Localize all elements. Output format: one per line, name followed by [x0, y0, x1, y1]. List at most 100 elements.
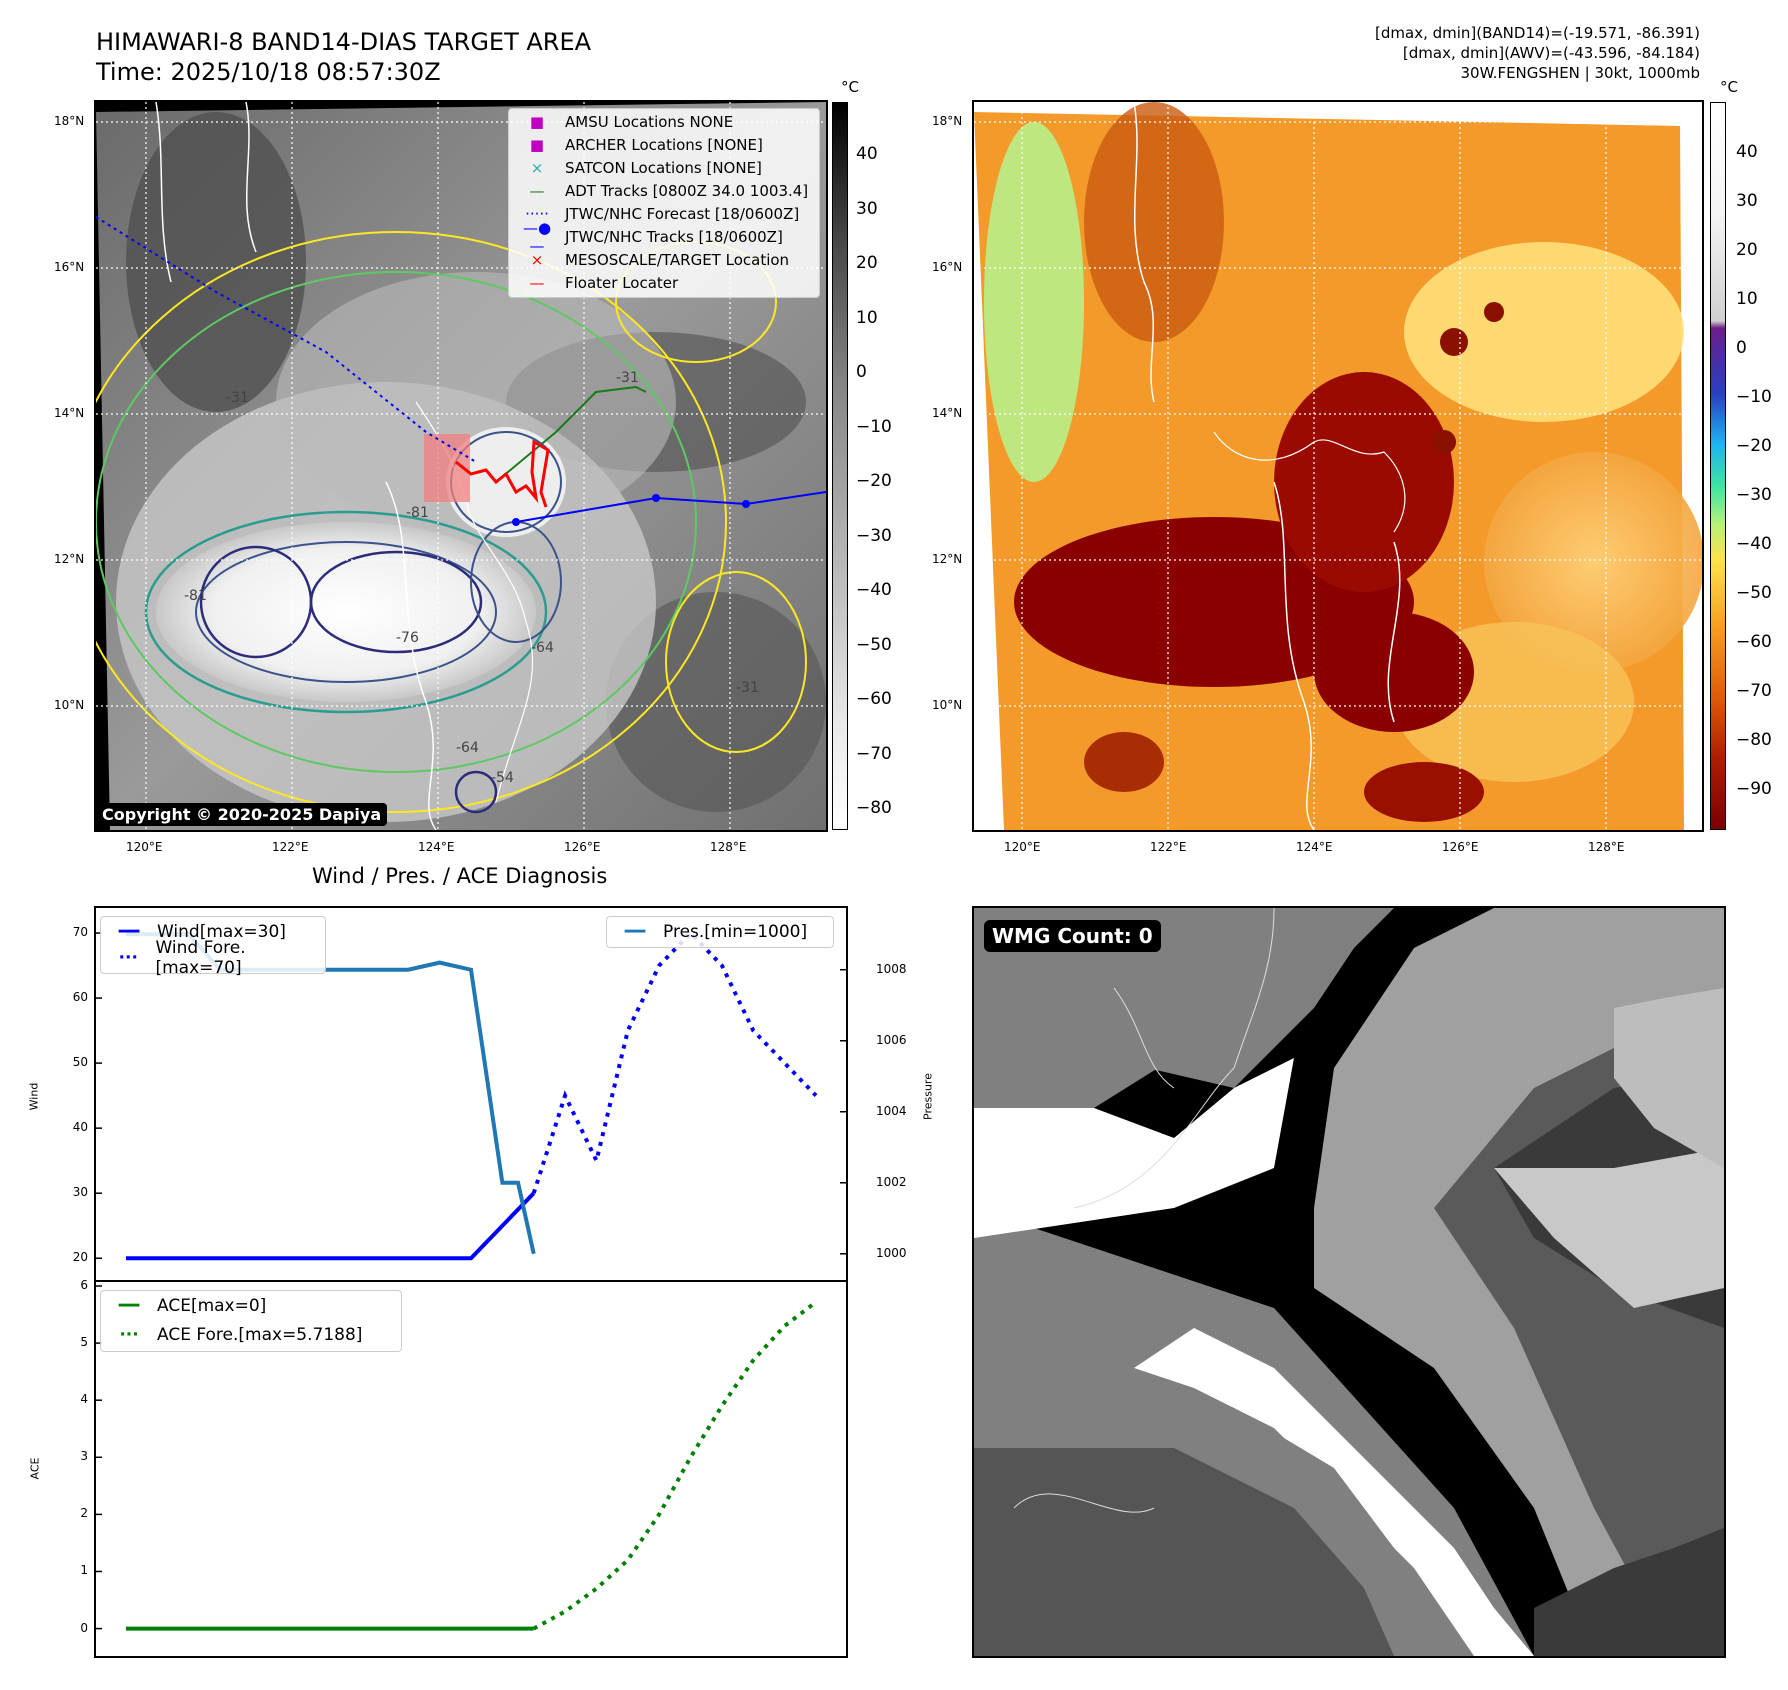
track-line-icon: —●—	[522, 219, 552, 255]
axis-tick-label: 1	[80, 1563, 88, 1578]
ir-color-map[interactable]	[972, 100, 1704, 832]
amsu-marker-icon: ■	[529, 113, 545, 131]
colorbar-tick-label: −20	[856, 471, 892, 491]
lon-label: 122°E	[272, 840, 309, 854]
colorbar-tick-label: −30	[1736, 485, 1772, 505]
pressure-axis-label: Pressure	[921, 1073, 935, 1120]
adt-line-icon: —	[529, 182, 545, 200]
legend-item: ····· JTWC/NHC Forecast [18/0600Z]	[517, 203, 799, 225]
lon-label: 124°E	[418, 840, 455, 854]
lat-label: 12°N	[54, 552, 85, 566]
legend-item: × SATCON Locations [NONE]	[517, 157, 762, 179]
figure-title-line2: Time: 2025/10/18 08:57:30Z	[96, 58, 441, 86]
lon-label: 122°E	[1150, 840, 1187, 854]
floater-line-icon: —	[529, 274, 545, 292]
colorbar-tick-label: −90	[1736, 779, 1772, 799]
colorbar-tick-label: 30	[856, 198, 878, 219]
archer-marker-icon: ■	[529, 136, 545, 154]
colorbar-tick-label: −80	[1736, 730, 1772, 750]
colorbar-tick-label: −40	[856, 580, 892, 600]
axis-tick-label: 5	[80, 1335, 88, 1350]
ir-gray-map[interactable]: -81 -81 -76 -64 -54 -31 -31 -31 -64 ■ AMS…	[94, 100, 828, 832]
colorbar-tick-label: −60	[1736, 632, 1772, 652]
colorbar-gray	[832, 102, 848, 830]
ace-solid-line-icon: ━━	[118, 1296, 140, 1316]
axis-tick-label: 1006	[876, 1032, 907, 1047]
colorbar-gray-unit: °C	[841, 78, 859, 96]
contour-label: -81	[406, 505, 429, 521]
legend-item: × MESOSCALE/TARGET Location	[517, 249, 789, 271]
wind-pressure-panel[interactable]: ━━ Wind[max=30] ··· Wind Fore.[max=70] ━━ P…	[94, 906, 848, 1282]
colorbar-tick-label: 30	[1736, 191, 1758, 211]
axis-tick-label: 20	[72, 1250, 88, 1265]
info-line2: [dmax, dmin](AWV)=(-43.596, -84.184)	[1402, 44, 1700, 62]
lon-label: 126°E	[1442, 840, 1479, 854]
axis-tick-label: 4	[80, 1392, 88, 1407]
wind-solid-line-icon: ━━	[118, 922, 140, 942]
map-legend: ■ AMSU Locations NONE ■ ARCHER Locations […	[508, 108, 820, 298]
contour-label: -31	[616, 370, 639, 386]
axis-tick-label: 40	[72, 1120, 88, 1135]
legend-item: ━━ ACE[max=0]	[109, 1295, 267, 1317]
contour-label: -64	[531, 640, 554, 656]
axis-tick-label: 1000	[876, 1245, 907, 1260]
lat-label: 18°N	[932, 114, 963, 128]
axis-tick-label: 1004	[876, 1103, 907, 1118]
axis-tick-label: 30	[72, 1185, 88, 1200]
lat-label: 14°N	[932, 406, 963, 420]
ace-plot	[96, 1285, 818, 1631]
wind-axis-label: Wind	[27, 1082, 41, 1111]
colorbar-tick-label: −60	[856, 689, 892, 709]
ace-axis-label: ACE	[28, 1457, 42, 1480]
wind-legend: ━━ Wind[max=30] ··· Wind Fore.[max=70]	[100, 916, 326, 978]
wind-dotted-line-icon: ···	[118, 948, 138, 968]
ace-panel[interactable]: ━━ ACE[max=0] ··· ACE Fore.[max=5.7188]	[94, 1280, 848, 1658]
legend-item: ■ AMSU Locations NONE	[517, 111, 733, 133]
pressure-legend: ━━ Pres.[min=1000]	[606, 916, 834, 948]
contour-label: -76	[396, 630, 419, 646]
lat-label: 16°N	[932, 260, 963, 274]
colorbar-tick-label: −70	[856, 743, 892, 764]
colorbar-color	[1710, 102, 1726, 830]
forecast-dotted-icon: ·····	[525, 205, 549, 223]
lon-label: 124°E	[1296, 840, 1333, 854]
figure-title-line1: HIMAWARI-8 BAND14-DIAS TARGET AREA	[96, 28, 592, 56]
axis-tick-label: 1002	[876, 1174, 907, 1189]
wmg-panel[interactable]: WMG Count: 0	[972, 906, 1726, 1658]
target-cross-icon: ×	[530, 251, 544, 269]
ace-dotted-line-icon: ···	[119, 1325, 139, 1345]
colorbar-tick-label: −80	[856, 798, 892, 818]
colorbar-tick-label: 10	[856, 307, 878, 328]
satcon-marker-icon: ×	[530, 159, 544, 177]
colorbar-tick-label: −10	[1736, 387, 1772, 407]
diagnosis-title: Wind / Pres. / ACE Diagnosis	[312, 864, 608, 888]
pressure-series-line	[126, 932, 536, 1255]
contour-label: -31	[736, 680, 759, 696]
wmg-image	[974, 908, 1724, 1656]
contour-label: -54	[491, 770, 514, 786]
colorbar-tick-label: 40	[856, 144, 878, 164]
wmg-count-badge: WMG Count: 0	[984, 920, 1161, 952]
lat-label: 18°N	[54, 114, 85, 128]
axis-tick-label: 60	[72, 990, 88, 1005]
lat-label: 12°N	[932, 552, 963, 566]
pressure-line-icon: ━━	[624, 922, 646, 942]
colorbar-tick-label: −10	[856, 416, 892, 437]
colorbar-tick-label: 0	[1736, 338, 1747, 358]
axis-tick-label: 0	[80, 1620, 88, 1635]
axis-tick-label: 1008	[876, 961, 907, 976]
axis-tick-label: 6	[80, 1278, 88, 1292]
colorbar-tick-label: 10	[1736, 289, 1758, 309]
legend-item: — Floater Locater	[517, 272, 679, 294]
axis-tick-label: 70	[72, 925, 88, 939]
colorbar-tick-label: 20	[1736, 240, 1758, 260]
lon-label: 120°E	[126, 840, 163, 854]
contour-label: -81	[184, 588, 207, 604]
colorbar-tick-label: −40	[1736, 534, 1772, 554]
legend-item: — ADT Tracks [0800Z 34.0 1003.4]	[517, 180, 809, 202]
colorbar-tick-label: −30	[856, 525, 892, 546]
axis-tick-label: 2	[80, 1506, 88, 1521]
contour-label: -64	[456, 740, 479, 756]
copyright-badge: Copyright © 2020-2025 Dapiya	[96, 803, 388, 826]
colorbar-color-unit: °C	[1720, 78, 1738, 96]
